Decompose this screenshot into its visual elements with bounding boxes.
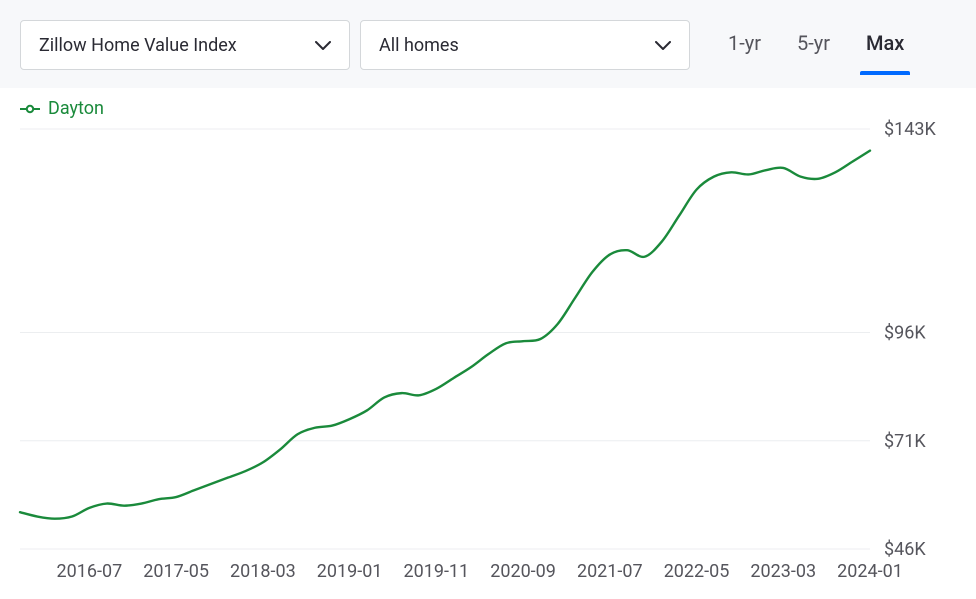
legend-series-label: Dayton [48,98,104,119]
svg-text:2016-07: 2016-07 [57,561,123,582]
controls-bar: Zillow Home Value Index All homes 1-yr 5… [0,0,976,88]
chevron-down-icon [315,35,331,56]
svg-text:2022-05: 2022-05 [664,561,730,582]
line-chart: $143K $96K $71K $46K 2016-07 2017-05 2018-03 20… [0,119,976,599]
filter-dropdown-label: All homes [379,35,459,56]
svg-text:2019-11: 2019-11 [403,561,469,582]
metric-dropdown[interactable]: Zillow Home Value Index [20,20,350,70]
svg-text:2019-01: 2019-01 [317,561,383,582]
range-tab-max[interactable]: Max [864,21,906,69]
svg-text:$96K: $96K [884,323,926,344]
range-tabs: 1-yr 5-yr Max [726,21,906,69]
chart-area: $143K $96K $71K $46K 2016-07 2017-05 2018-03 20… [0,119,976,599]
range-tab-1yr[interactable]: 1-yr [726,21,763,69]
svg-text:$143K: $143K [884,119,936,140]
svg-text:2020-09: 2020-09 [490,561,556,582]
chevron-down-icon [655,35,671,56]
svg-text:$71K: $71K [884,431,926,452]
legend-marker-icon [20,104,40,114]
svg-text:2018-03: 2018-03 [230,561,296,582]
svg-text:2021-07: 2021-07 [577,561,643,582]
chart-legend: Dayton [0,88,976,119]
metric-dropdown-label: Zillow Home Value Index [39,35,237,56]
range-tab-5yr[interactable]: 5-yr [795,21,832,69]
svg-text:2023-03: 2023-03 [750,561,816,582]
svg-text:$46K: $46K [884,539,926,560]
svg-text:2017-05: 2017-05 [143,561,209,582]
filter-dropdown[interactable]: All homes [360,20,690,70]
svg-text:2024-01: 2024-01 [837,561,903,582]
